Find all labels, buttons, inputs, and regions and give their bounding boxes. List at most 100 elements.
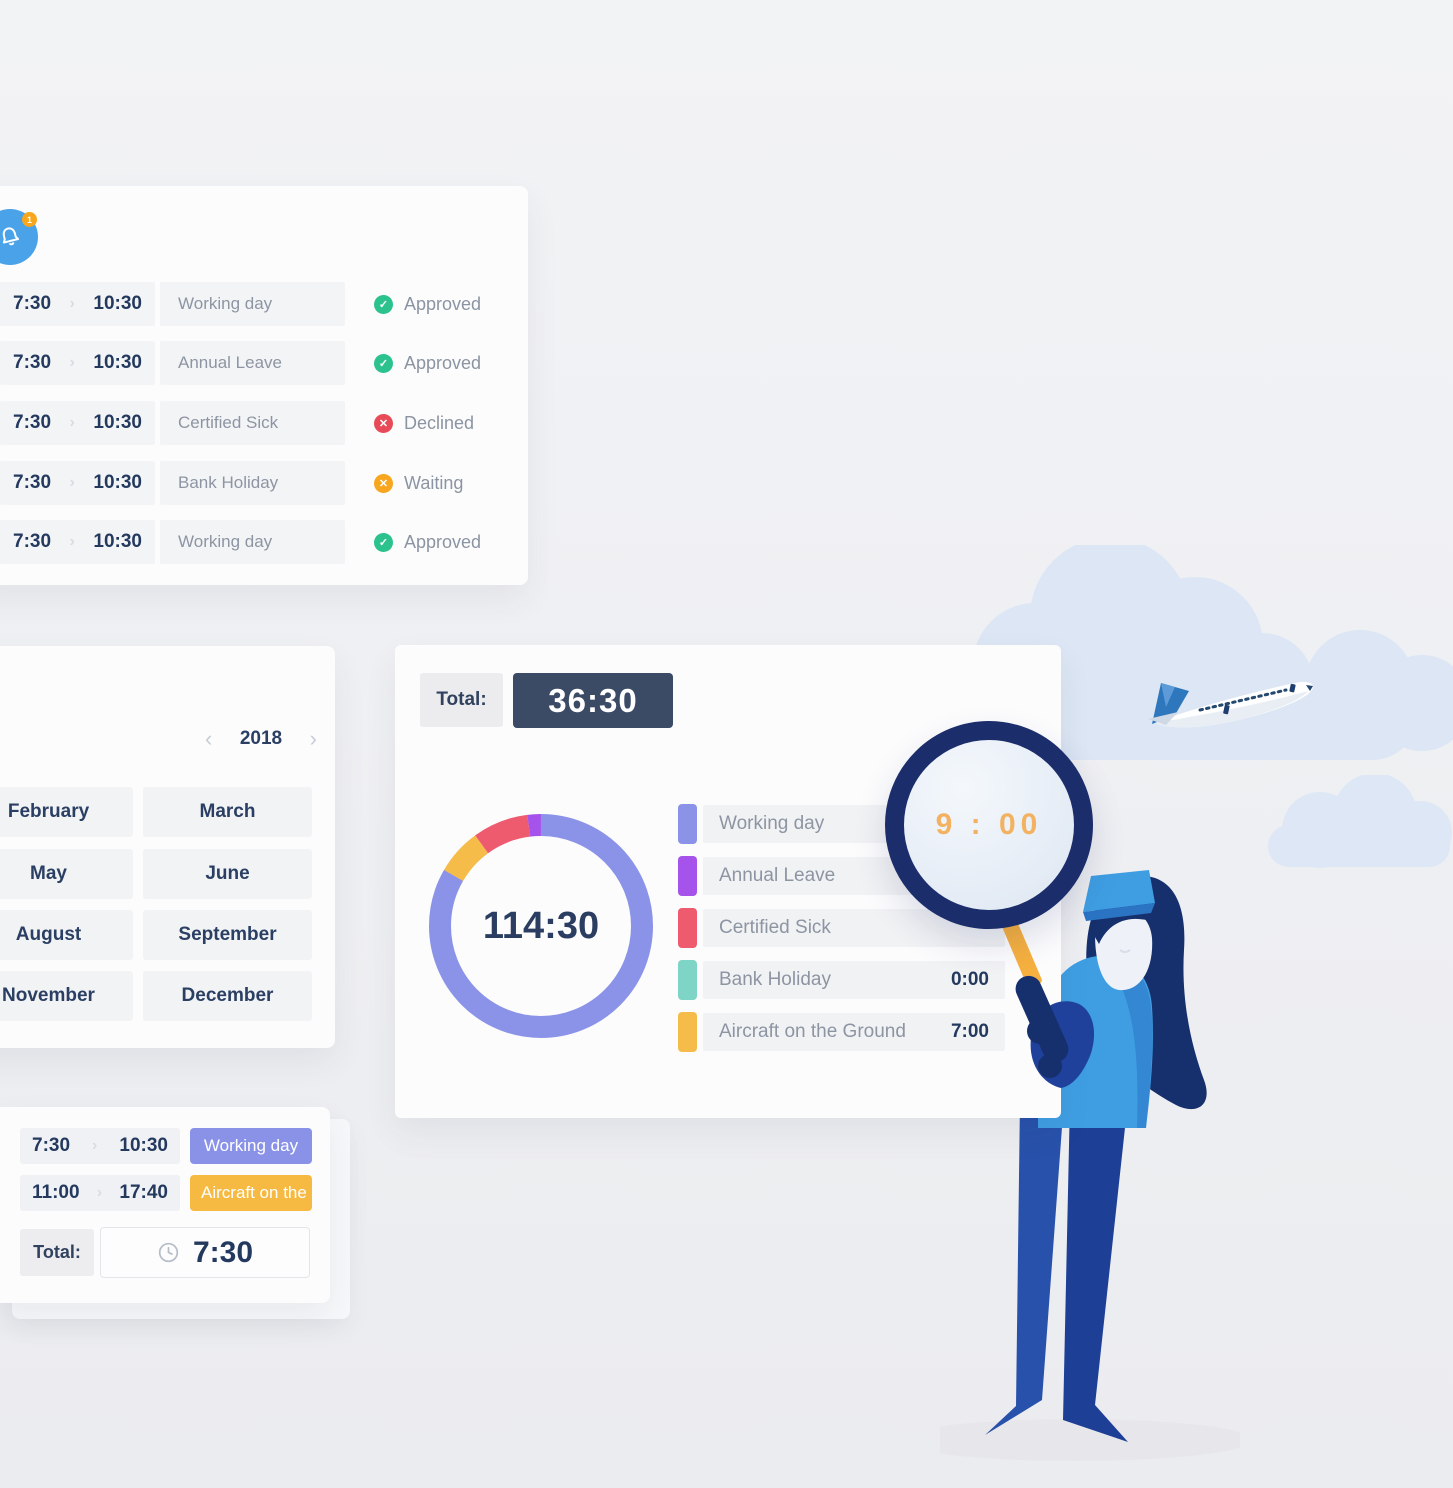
status-label: Waiting (404, 472, 464, 493)
airplane-illustration (1148, 681, 1313, 728)
month-button-may[interactable]: May (0, 849, 133, 899)
time-range-cell: 7:30 › 10:30 (0, 341, 155, 385)
donut-segment (429, 814, 653, 1038)
day-total-value: 7:30 (192, 1235, 254, 1269)
start-time: 7:30 (13, 472, 52, 493)
month-button-june[interactable]: June (143, 849, 312, 899)
entry-type-cell: Working day (160, 282, 345, 326)
time-range-cell: 11:00 › 17:40 (20, 1175, 180, 1211)
month-button-december[interactable]: December (143, 971, 312, 1021)
time-range-cell: 7:30 › 10:30 (20, 1128, 180, 1164)
day-entry-row[interactable]: 11:00 › 17:40 Aircraft on the Ground (0, 1175, 330, 1211)
legend-label: Annual Leave (719, 865, 836, 886)
magnifier-lens: 9 : 00 (885, 721, 1093, 929)
entry-type-badge[interactable]: Aircraft on the Ground (190, 1175, 312, 1211)
end-time: 10:30 (93, 352, 142, 373)
month-button-february[interactable]: February (0, 787, 133, 837)
status-glyph: ✓ (378, 536, 389, 549)
approvals-card: 1 7:30 › 10:30 Working day ✓ Approved 7:… (0, 186, 528, 585)
entry-type-badge[interactable]: Working day (190, 1128, 312, 1164)
chevron-right-icon: › (96, 1184, 103, 1201)
legend-chip (678, 960, 697, 1000)
status-cell: ✓ Approved (374, 282, 481, 326)
end-time: 10:30 (119, 1135, 168, 1156)
approval-row[interactable]: 7:30 › 10:30 Certified Sick ✕ Declined (0, 401, 528, 445)
status-glyph: ✕ (378, 417, 389, 430)
legend-label: Certified Sick (719, 917, 831, 938)
legend-label: Bank Holiday (719, 969, 831, 990)
legend-chip (678, 1012, 697, 1052)
year-navigation: ‹ 2018 › (205, 728, 317, 750)
start-time: 7:30 (32, 1135, 71, 1156)
monthly-summary-card: Total: 36:30 114:30 Working day Annual L… (395, 645, 1061, 1118)
status-glyph: ✓ (378, 298, 389, 311)
chevron-left-icon[interactable]: ‹ (205, 726, 213, 751)
legend-value: 7:00 (950, 1021, 989, 1042)
end-time: 17:40 (119, 1182, 168, 1203)
time-range-cell: 7:30 › 10:30 (0, 520, 155, 564)
donut-segment (429, 814, 653, 1038)
month-picker-card: ‹ 2018 › February March May June August … (0, 646, 335, 1048)
month-button-september[interactable]: September (143, 910, 312, 960)
status-cross-icon: ✕ (374, 413, 393, 433)
chevron-right-icon: › (69, 474, 75, 491)
clock-icon (158, 1242, 179, 1263)
approval-row[interactable]: 7:30 › 10:30 Bank Holiday ✕ Waiting (0, 461, 528, 505)
chevron-right-icon: › (69, 354, 75, 371)
donut-segment (429, 814, 653, 1038)
flight-attendant-illustration (940, 870, 1240, 1461)
legend-chip (678, 908, 697, 948)
legend-chip (678, 856, 697, 896)
time-range-cell: 7:30 › 10:30 (0, 401, 155, 445)
end-time: 10:30 (93, 472, 142, 493)
status-check-icon: ✓ (374, 353, 393, 373)
entry-type-cell: Bank Holiday (160, 461, 345, 505)
status-check-icon: ✓ (374, 532, 393, 552)
day-entry-row[interactable]: 7:30 › 10:30 Working day (0, 1128, 330, 1164)
notification-count-badge: 1 (22, 212, 37, 227)
day-total-box: 7:30 (100, 1227, 310, 1278)
entry-type-cell: Working day (160, 520, 345, 564)
status-cross-icon: ✕ (374, 473, 393, 493)
magnified-hours-value: 9 : 00 (935, 808, 1043, 841)
legend-chip (678, 804, 697, 844)
status-cell: ✓ Approved (374, 520, 481, 564)
month-button-august[interactable]: August (0, 910, 133, 960)
entry-type-cell: Certified Sick (160, 401, 345, 445)
approval-row[interactable]: 7:30 › 10:30 Working day ✓ Approved (0, 282, 528, 326)
start-time: 7:30 (13, 531, 52, 552)
legend-label: Aircraft on the Ground (719, 1021, 906, 1042)
time-range-cell: 7:30 › 10:30 (0, 461, 155, 505)
time-range-cell: 7:30 › 10:30 (0, 282, 155, 326)
status-label: Approved (404, 352, 482, 373)
status-glyph: ✕ (378, 477, 389, 490)
month-button-march[interactable]: March (143, 787, 312, 837)
status-label: Declined (404, 412, 475, 433)
end-time: 10:30 (93, 412, 142, 433)
month-button-november[interactable]: November (0, 971, 133, 1021)
chevron-right-icon: › (69, 533, 75, 550)
end-time: 10:30 (93, 531, 142, 552)
small-cloud-illustration (1268, 775, 1452, 868)
entry-type-cell: Annual Leave (160, 341, 345, 385)
total-label: Total: (420, 673, 503, 727)
approval-row[interactable]: 7:30 › 10:30 Working day ✓ Approved (0, 520, 528, 564)
chevron-right-icon[interactable]: › (309, 726, 317, 751)
approval-row[interactable]: 7:30 › 10:30 Annual Leave ✓ Approved (0, 341, 528, 385)
status-check-icon: ✓ (374, 294, 393, 314)
status-cell: ✓ Approved (374, 341, 481, 385)
start-time: 7:30 (13, 293, 52, 314)
bell-icon (2, 227, 20, 246)
day-total-label: Total: (20, 1229, 94, 1276)
total-value-box: 36:30 (513, 673, 673, 728)
status-label: Approved (404, 293, 482, 314)
legend-value: 0:00 (950, 969, 989, 990)
status-cell: ✕ Waiting (374, 461, 463, 505)
status-glyph: ✓ (378, 357, 389, 370)
legend-row: Aircraft on the Ground 7:00 (678, 1012, 1005, 1052)
end-time: 10:30 (93, 293, 142, 314)
day-entries-card: 7:30 › 10:30 Working day 11:00 › 17:40 A… (0, 1107, 330, 1303)
donut-center-total: 114:30 (482, 904, 600, 947)
hours-donut-chart (429, 814, 653, 1038)
